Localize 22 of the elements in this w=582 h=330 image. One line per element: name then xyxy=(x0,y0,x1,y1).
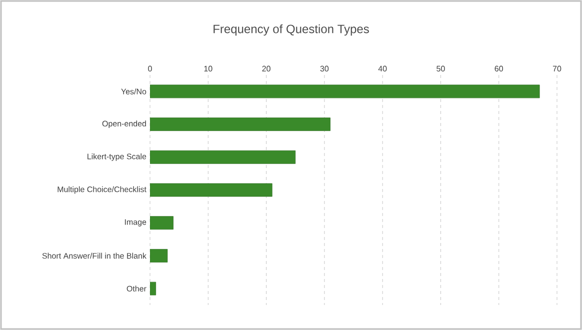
y-tick-label: Multiple Choice/Checklist xyxy=(58,186,146,194)
y-tick-label: Other xyxy=(126,286,146,292)
bar xyxy=(150,150,296,164)
bar xyxy=(150,183,272,197)
x-tick-label: 50 xyxy=(436,66,445,72)
bar xyxy=(150,118,330,131)
bar xyxy=(150,249,168,262)
x-tick-label: 20 xyxy=(262,66,270,72)
chart-title: Frequency of Question Types xyxy=(214,24,369,36)
y-tick-label: Image xyxy=(124,219,146,226)
x-tick-label: 70 xyxy=(552,66,562,72)
x-tick-label: 40 xyxy=(378,66,387,72)
y-tick-label: Open-ended xyxy=(102,120,146,128)
x-tick-label: 0 xyxy=(148,66,152,72)
y-tick-label: Yes/No xyxy=(121,88,146,94)
y-tick-label: Likert-type Scale xyxy=(88,153,146,161)
x-tick-label: 60 xyxy=(494,66,503,72)
y-tick-label: Short Answer/Fill in the Blank xyxy=(42,252,146,259)
bar xyxy=(150,216,174,230)
x-tick-label: 30 xyxy=(320,66,329,72)
x-tick-label: 10 xyxy=(204,66,212,72)
bar xyxy=(150,84,540,98)
